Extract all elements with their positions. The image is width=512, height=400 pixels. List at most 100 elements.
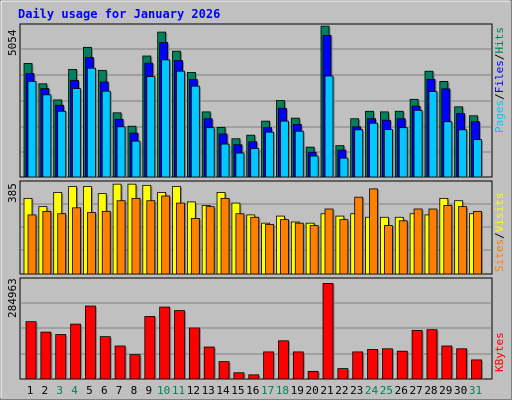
- bar-kbytes-day-6: [99, 336, 111, 380]
- bar-sites-day-27: [413, 208, 423, 275]
- x-label-day-18: 18: [276, 384, 289, 397]
- bar-sites-day-1: [27, 214, 37, 275]
- bar-kbytes-day-10: [159, 306, 171, 380]
- bar-pages-day-26: [398, 127, 408, 178]
- legend-kbytes-panel: KBytes: [493, 332, 506, 372]
- x-label-day-4: 4: [71, 384, 78, 397]
- max-label-hits: 5054: [6, 29, 19, 56]
- bar-kbytes-day-8: [129, 354, 141, 380]
- bar-kbytes-day-4: [70, 323, 81, 380]
- x-label-day-12: 12: [187, 384, 200, 397]
- x-label-day-5: 5: [86, 384, 93, 397]
- bar-pages-day-29: [443, 121, 453, 178]
- bar-kbytes-day-3: [55, 334, 67, 380]
- bar-kbytes-day-25: [381, 348, 393, 380]
- bar-sites-day-21: [324, 208, 334, 275]
- x-label-day-11: 11: [172, 384, 185, 397]
- bar-sites-day-6: [101, 210, 111, 275]
- x-label-day-6: 6: [101, 384, 108, 397]
- bar-kbytes-day-11: [174, 310, 185, 380]
- bar-sites-day-9: [146, 200, 156, 275]
- x-label-day-9: 9: [145, 384, 152, 397]
- bar-kbytes-day-24: [367, 349, 378, 380]
- bar-kbytes-day-30: [456, 348, 468, 380]
- bar-kbytes-day-21: [322, 283, 334, 380]
- x-label-day-15: 15: [231, 384, 244, 397]
- x-label-day-29: 29: [439, 384, 452, 397]
- bar-sites-day-13: [205, 206, 215, 275]
- x-axis-labels: 1 2 3 4 5 6 7 8 9 10 11 12 13 14 15 16 17 18 19 20 21 22 23 24 2…: [27, 384, 482, 397]
- x-label-day-19: 19: [291, 384, 304, 397]
- bar-pages-day-6: [101, 90, 111, 178]
- bar-pages-day-16: [250, 148, 260, 178]
- bar-pages-day-1: [27, 80, 37, 178]
- legend-sep-2: /: [493, 54, 506, 61]
- legend-sep-1: /: [493, 93, 506, 100]
- bar-pages-day-18: [280, 120, 289, 178]
- bar-kbytes-day-7: [114, 345, 126, 380]
- legend-kbytes: KBytes: [493, 332, 506, 372]
- bar-pages-day-30: [458, 129, 468, 178]
- bar-sites-day-19: [294, 222, 304, 275]
- bar-pages-day-23: [354, 129, 364, 178]
- bar-pages-day-7: [116, 126, 126, 178]
- bar-pages-day-20: [309, 155, 319, 178]
- bar-kbytes-day-12: [188, 327, 200, 380]
- bar-pages-day-24: [369, 122, 378, 178]
- x-label-day-1: 1: [27, 384, 34, 397]
- x-label-day-30: 30: [454, 384, 467, 397]
- bar-kbytes-day-18: [278, 340, 289, 380]
- bar-sites-day-5: [87, 212, 96, 275]
- bar-pages-day-15: [235, 152, 245, 178]
- bar-pages-day-28: [428, 91, 438, 178]
- bar-sites-day-29: [443, 205, 453, 275]
- bar-sites-day-3: [57, 213, 67, 275]
- max-label-visits: 385: [6, 183, 19, 203]
- bar-sites-day-22: [339, 219, 349, 275]
- bar-pages-day-5: [87, 67, 96, 178]
- bar-sites-day-2: [42, 210, 52, 275]
- bar-sites-day-17: [265, 223, 275, 275]
- bar-sites-day-26: [398, 220, 408, 275]
- x-label-day-20: 20: [306, 384, 319, 397]
- bar-kbytes-day-1: [25, 321, 37, 380]
- x-label-day-17: 17: [261, 384, 274, 397]
- x-label-day-23: 23: [350, 384, 363, 397]
- bar-pages-day-22: [339, 157, 349, 178]
- bar-pages-day-2: [42, 94, 52, 178]
- bar-kbytes-day-19: [292, 351, 304, 380]
- bar-kbytes-day-9: [144, 316, 156, 380]
- x-label-day-26: 26: [395, 384, 408, 397]
- bar-sites-day-10: [161, 195, 171, 275]
- bar-kbytes-day-5: [85, 305, 96, 380]
- x-label-day-14: 14: [216, 384, 230, 397]
- bar-kbytes-day-22: [337, 368, 349, 380]
- bar-sites-day-14: [220, 197, 230, 275]
- bar-pages-day-27: [413, 109, 423, 178]
- x-label-day-21: 21: [320, 384, 333, 397]
- x-label-day-28: 28: [424, 384, 437, 397]
- x-label-day-3: 3: [56, 384, 63, 397]
- bar-sites-day-24: [369, 188, 378, 275]
- bar-pages-day-14: [220, 143, 230, 178]
- bar-sites-day-31: [473, 210, 482, 275]
- bar-kbytes-day-14: [218, 361, 230, 380]
- x-label-day-10: 10: [157, 384, 170, 397]
- bar-pages-day-21: [324, 75, 334, 178]
- bar-kbytes-day-20: [307, 370, 319, 380]
- bar-kbytes-day-17: [263, 351, 275, 380]
- bar-pages-day-11: [176, 70, 185, 178]
- x-label-day-22: 22: [335, 384, 348, 397]
- bar-sites-day-7: [116, 200, 126, 275]
- legend-hits: Hits: [493, 27, 506, 54]
- bar-sites-day-11: [176, 202, 185, 275]
- bar-pages-day-25: [383, 129, 393, 178]
- bar-kbytes-day-13: [203, 346, 215, 380]
- x-label-day-25: 25: [380, 384, 393, 397]
- x-label-day-16: 16: [246, 384, 259, 397]
- chart-bars: [23, 25, 483, 380]
- bar-kbytes-day-31: [471, 359, 482, 380]
- bar-kbytes-day-29: [441, 345, 453, 380]
- legend-files: Files: [493, 60, 506, 93]
